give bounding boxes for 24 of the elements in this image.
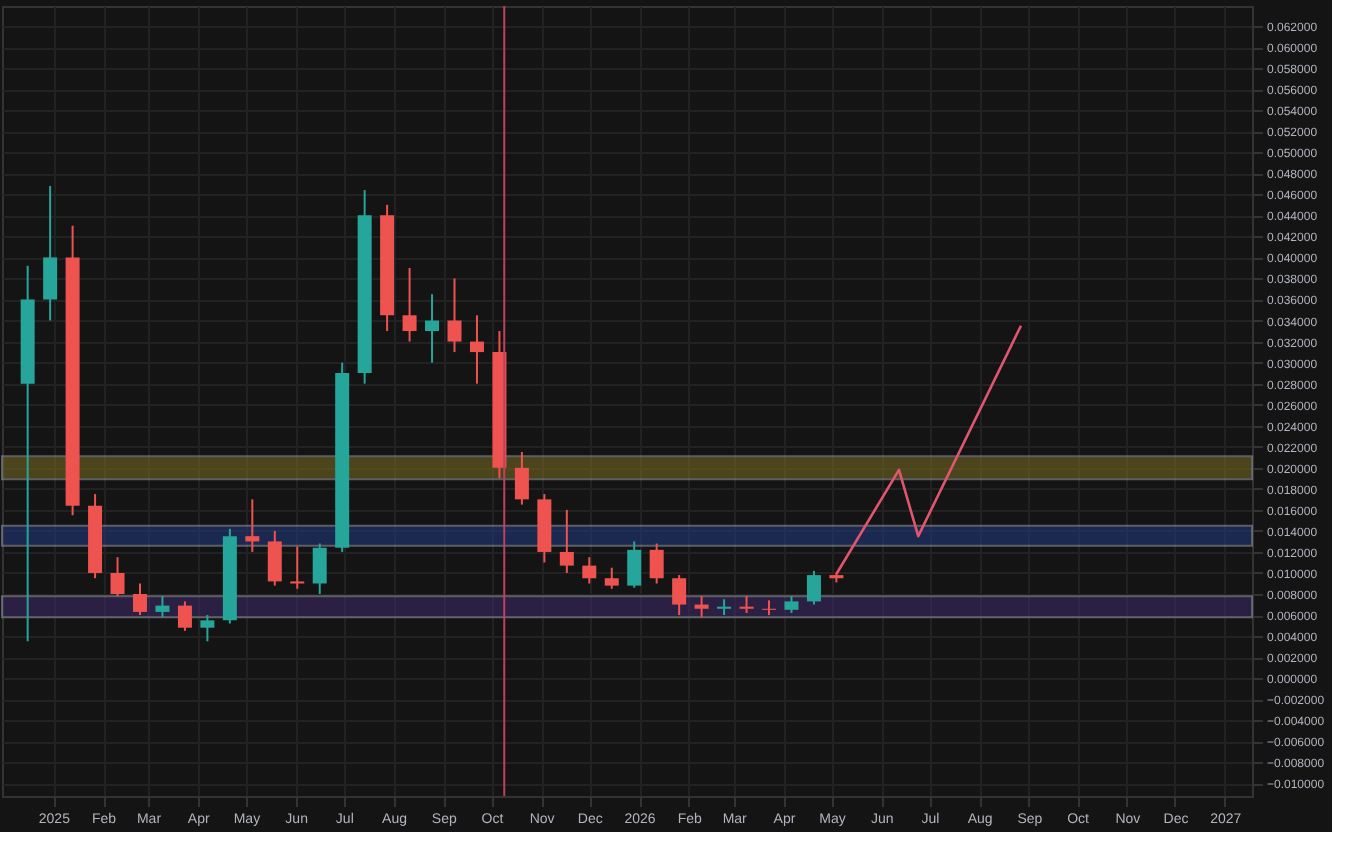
candlestick — [155, 595, 170, 619]
candlestick — [514, 451, 529, 506]
candlestick — [649, 542, 664, 585]
candlestick — [290, 545, 305, 590]
candlestick — [110, 556, 125, 598]
candlestick — [245, 498, 260, 553]
candlestick — [694, 595, 709, 619]
candlestick — [582, 556, 597, 585]
candlestick — [267, 529, 282, 587]
candlestick — [762, 599, 777, 617]
candlestick — [604, 566, 619, 590]
candlestick — [559, 508, 574, 574]
candlestick — [402, 266, 417, 343]
candlestick — [133, 582, 147, 617]
candlestick — [177, 600, 192, 632]
candlestick — [447, 277, 462, 354]
candlestick — [43, 184, 58, 322]
candlestick — [627, 540, 642, 589]
candlestick — [806, 569, 821, 606]
candlestick — [425, 293, 440, 364]
candlestick — [312, 542, 327, 596]
candlestick — [200, 614, 215, 643]
candlestick — [672, 574, 687, 617]
candlestick — [469, 314, 484, 385]
